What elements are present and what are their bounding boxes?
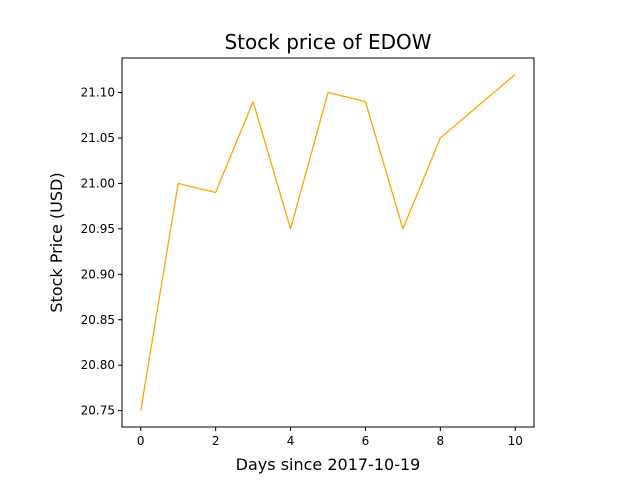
y-tick-label: 20.90 [81,267,115,281]
x-tick-label: 2 [212,434,220,448]
x-tick-label: 0 [137,434,145,448]
series-layer [140,73,516,411]
x-tick-label: 6 [362,434,370,448]
y-tick-label: 20.95 [81,222,115,236]
y-tick-label: 21.00 [81,176,115,190]
y-tick-label: 21.10 [81,86,115,100]
y-tick-label: 20.85 [81,313,115,327]
x-axis-label: Days since 2017-10-19 [236,455,421,474]
y-tick-label: 20.80 [81,358,115,372]
chart-title: Stock price of EDOW [224,30,431,54]
x-axis-ticks: 0 2 4 6 8 10 [137,427,523,448]
y-tick-label: 21.05 [81,131,115,145]
x-tick-label: 4 [287,434,295,448]
y-axis-label: Stock Price (USD) [47,172,66,312]
series-line [140,73,516,411]
x-tick-label: 8 [437,434,445,448]
y-axis-ticks: 20.75 20.80 20.85 20.90 20.95 21.00 21.05 21.10 [81,86,122,418]
plot-area-frame [121,57,535,428]
x-tick-label: 10 [508,434,523,448]
y-tick-label: 20.75 [81,404,115,418]
